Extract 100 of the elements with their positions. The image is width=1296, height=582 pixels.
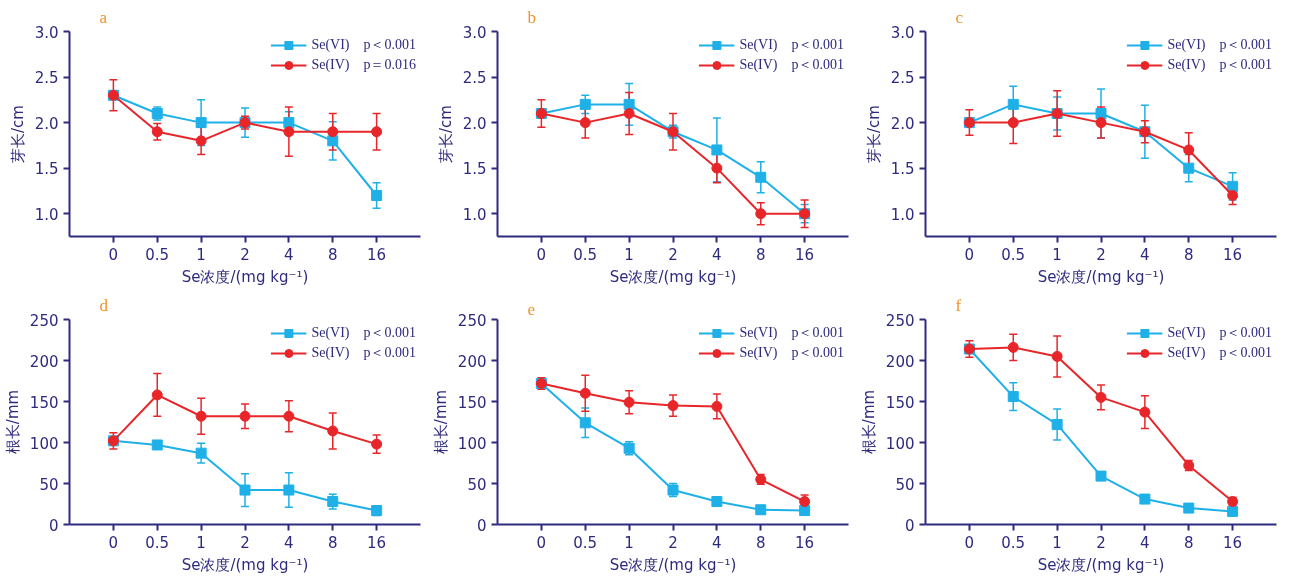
legend-label: Se(IV) p＜0.001 (1167, 344, 1272, 362)
x-tick-label: 0.5 (1001, 533, 1026, 552)
x-tick-label: 4 (1140, 245, 1150, 264)
x-tick-label: 2 (1096, 245, 1106, 264)
y-tick-label: 50 (895, 475, 915, 494)
x-tick-label: 8 (755, 533, 766, 552)
y-axis-title: 芽长/cm (864, 105, 883, 163)
y-tick-label: 2.0 (34, 114, 59, 133)
legend-label: Se(IV) p＜0.001 (739, 56, 844, 74)
y-tick-label: 250 (885, 311, 915, 330)
x-tick-label: 0 (964, 533, 975, 552)
y-axis-title: 根长/mm (431, 389, 450, 455)
y-tick-label: 250 (29, 311, 59, 330)
y-tick-label: 2.0 (462, 114, 487, 133)
y-axis-title: 芽长/cm (436, 105, 455, 163)
x-axis-title: Se浓度/(mg kg⁻¹) (609, 267, 737, 286)
legend-label: Se(IV) p＝0.016 (311, 56, 416, 74)
x-tick-label: 0 (108, 245, 119, 264)
x-tick-label: 2 (240, 245, 250, 264)
x-tick-label: 4 (284, 533, 294, 552)
y-tick-label: 3.0 (890, 23, 915, 42)
x-tick-label: 0.5 (573, 245, 598, 264)
y-tick-label: 1.5 (34, 160, 59, 179)
y-tick-label: 200 (885, 352, 915, 371)
x-tick-label: 16 (1223, 245, 1243, 264)
y-tick-label: 1.5 (890, 160, 915, 179)
y-axis-title: 根长/mm (859, 389, 878, 455)
x-tick-label: 0.5 (1001, 245, 1026, 264)
chart-title: a (99, 7, 108, 27)
x-tick-label: 0.5 (145, 533, 170, 552)
y-tick-label: 200 (457, 352, 487, 371)
x-tick-label: 0 (536, 533, 547, 552)
legend-label: Se(VI) p＜0.001 (1167, 324, 1272, 342)
x-tick-label: 0 (964, 245, 975, 264)
x-tick-label: 4 (284, 245, 294, 264)
x-tick-label: 1 (196, 533, 206, 552)
chart-title: e (527, 299, 536, 319)
x-tick-label: 1 (1052, 533, 1062, 552)
y-tick-label: 3.0 (34, 23, 59, 42)
y-axis-title: 芽长/cm (8, 105, 27, 163)
y-tick-label: 2.0 (890, 114, 915, 133)
x-tick-label: 16 (1223, 533, 1243, 552)
y-tick-label: 50 (39, 475, 59, 494)
y-tick-label: 1.0 (34, 205, 59, 224)
y-tick-label: 50 (467, 475, 487, 494)
legend-label: Se(IV) p＜0.001 (311, 344, 416, 362)
y-tick-label: 150 (885, 393, 915, 412)
x-tick-label: 1 (624, 533, 634, 552)
x-tick-label: 1 (196, 245, 206, 264)
y-tick-label: 200 (29, 352, 59, 371)
y-tick-label: 100 (457, 434, 487, 453)
y-tick-label: 150 (457, 393, 487, 412)
chart-title: b (527, 7, 536, 27)
x-tick-label: 2 (240, 533, 250, 552)
legend-label: Se(VI) p＜0.001 (739, 324, 844, 342)
legend-label: Se(VI) p＜0.001 (311, 324, 416, 342)
y-tick-label: 2.5 (34, 69, 59, 88)
x-tick-label: 16 (367, 245, 387, 264)
x-tick-label: 4 (1140, 533, 1150, 552)
chart-title: f (955, 295, 962, 315)
x-tick-label: 8 (1183, 533, 1194, 552)
y-axis-title: 根长/mm (3, 389, 22, 455)
x-tick-label: 8 (327, 245, 338, 264)
y-tick-label: 150 (29, 393, 59, 412)
x-tick-label: 1 (624, 245, 634, 264)
x-axis-title: Se浓度/(mg kg⁻¹) (1037, 267, 1165, 286)
y-tick-label: 3.0 (462, 23, 487, 42)
y-tick-label: 1.0 (890, 205, 915, 224)
y-tick-label: 0 (476, 516, 487, 535)
x-axis-title: Se浓度/(mg kg⁻¹) (1037, 555, 1165, 574)
x-tick-label: 0 (536, 245, 547, 264)
x-tick-label: 8 (755, 245, 766, 264)
x-tick-label: 0.5 (145, 245, 170, 264)
legend-label: Se(IV) p＜0.001 (1167, 56, 1272, 74)
x-tick-label: 2 (1096, 533, 1106, 552)
x-tick-label: 16 (795, 245, 815, 264)
y-tick-label: 250 (457, 311, 487, 330)
x-axis-title: Se浓度/(mg kg⁻¹) (609, 555, 737, 574)
x-tick-label: 0 (108, 533, 119, 552)
y-tick-label: 0 (48, 516, 59, 535)
x-tick-label: 2 (668, 533, 678, 552)
y-tick-label: 100 (885, 434, 915, 453)
x-axis-title: Se浓度/(mg kg⁻¹) (181, 555, 309, 574)
legend-label: Se(IV) p＜0.001 (739, 344, 844, 362)
y-tick-label: 100 (29, 434, 59, 453)
x-tick-label: 4 (712, 533, 722, 552)
y-tick-label: 1.5 (462, 160, 487, 179)
x-tick-label: 0.5 (573, 533, 598, 552)
x-tick-label: 2 (668, 245, 678, 264)
chart-title: d (99, 295, 109, 315)
legend-label: Se(VI) p＜0.001 (311, 36, 416, 54)
chart-title: c (955, 7, 964, 27)
x-tick-label: 16 (367, 533, 387, 552)
x-axis-title: Se浓度/(mg kg⁻¹) (181, 267, 309, 286)
legend-label: Se(VI) p＜0.001 (1167, 36, 1272, 54)
y-tick-label: 2.5 (462, 69, 487, 88)
y-tick-label: 2.5 (890, 69, 915, 88)
x-tick-label: 4 (712, 245, 722, 264)
x-tick-label: 8 (327, 533, 338, 552)
x-tick-label: 16 (795, 533, 815, 552)
